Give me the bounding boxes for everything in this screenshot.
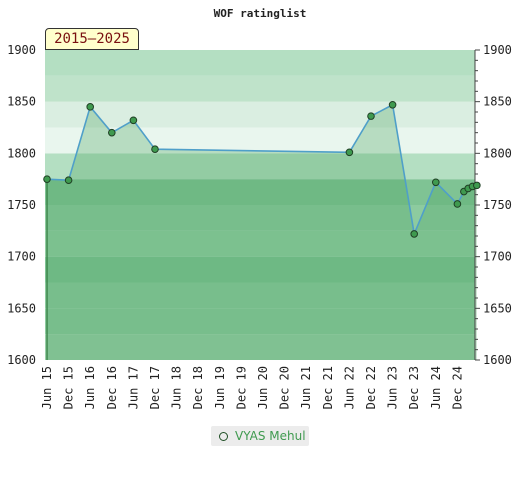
x-tick-label: Jun 18 (170, 366, 184, 409)
x-tick-label: Dec 21 (321, 366, 335, 409)
rating-point (367, 112, 375, 120)
x-tick-label: Jun 15 (40, 366, 54, 409)
legend[interactable]: VYAS Mehul (211, 426, 309, 446)
y-tick-label-right: 1700 (483, 250, 512, 264)
background-band (45, 75, 475, 102)
y-axis-right: 1600 1650 1700 1750 1800 1850 1900 (483, 43, 512, 367)
rating-point (410, 230, 419, 238)
rating-point (345, 148, 354, 157)
rating-area-fill (47, 104, 477, 361)
rating-point (388, 100, 397, 109)
x-tick-label: Jun 23 (386, 366, 400, 409)
rating-area (47, 104, 477, 361)
x-tick-label: Dec 22 (364, 366, 378, 409)
y-tick-label-left: 1750 (7, 198, 36, 212)
rating-point (43, 175, 51, 183)
background-band (45, 127, 475, 154)
x-tick-label: Dec 19 (234, 366, 248, 409)
x-tick-label: Jun 24 (429, 366, 443, 409)
x-tick-label: Dec 20 (278, 366, 292, 409)
background-band (45, 256, 475, 283)
y-tick-label-left: 1600 (7, 353, 36, 367)
rating-point (108, 128, 116, 137)
chart-title: WOF ratinglist (214, 7, 307, 20)
x-tick-label: Jun 21 (299, 366, 313, 409)
rating-point (129, 116, 138, 125)
rating-point (453, 200, 462, 208)
rating-points (43, 100, 481, 238)
period-badge: 2015–2025 (45, 28, 139, 50)
background-band (45, 282, 475, 309)
y-tick-label-left: 1900 (7, 43, 36, 57)
background-band (45, 308, 475, 335)
y-tick-label-left: 1800 (7, 146, 36, 160)
x-tick-label: Jun 16 (83, 366, 97, 409)
y-tick-label-right: 1800 (483, 146, 512, 160)
rating-point (64, 176, 73, 184)
y-tick-label-right: 1650 (483, 301, 512, 315)
background-band (45, 334, 475, 360)
rating-point (432, 178, 440, 187)
x-tick-label: Jun 20 (256, 366, 270, 409)
background-bands (45, 50, 475, 360)
rating-point (151, 145, 159, 153)
y-tick-label-left: 1850 (7, 95, 36, 109)
background-band (45, 205, 475, 231)
legend-series-name: VYAS Mehul (235, 429, 306, 443)
background-band (45, 50, 475, 76)
rating-point (86, 103, 94, 111)
x-tick-label: Dec 17 (148, 366, 162, 409)
x-tick-label: Dec 24 (450, 366, 464, 409)
x-tick-label: Dec 15 (62, 366, 76, 409)
background-band (45, 101, 475, 128)
legend-marker-icon (219, 431, 228, 441)
y-tick-label-right: 1750 (483, 198, 512, 212)
x-tick-label: Dec 18 (191, 366, 205, 409)
rating-point (473, 181, 481, 190)
x-tick-label: Dec 23 (407, 366, 421, 409)
background-band (45, 230, 475, 257)
y-tick-label-right: 1900 (483, 43, 512, 57)
y-tick-label-right: 1600 (483, 353, 512, 367)
y-tick-label-left: 1700 (7, 250, 36, 264)
y-tick-label-left: 1650 (7, 301, 36, 315)
background-band (45, 179, 475, 205)
x-axis-labels: Jun 15 Dec 15 Jun 16 Dec 16 Jun 17 Dec 17 Jun … (40, 366, 464, 409)
y-axis-left: 1600 1650 1700 1750 1800 1850 1900 (7, 43, 36, 367)
x-tick-label: Dec 16 (105, 366, 119, 409)
x-tick-label: Jun 17 (126, 366, 140, 409)
x-tick-label: Jun 22 (342, 366, 356, 409)
x-tick-label: Jun 19 (213, 366, 227, 409)
y-tick-label-right: 1850 (483, 95, 512, 109)
